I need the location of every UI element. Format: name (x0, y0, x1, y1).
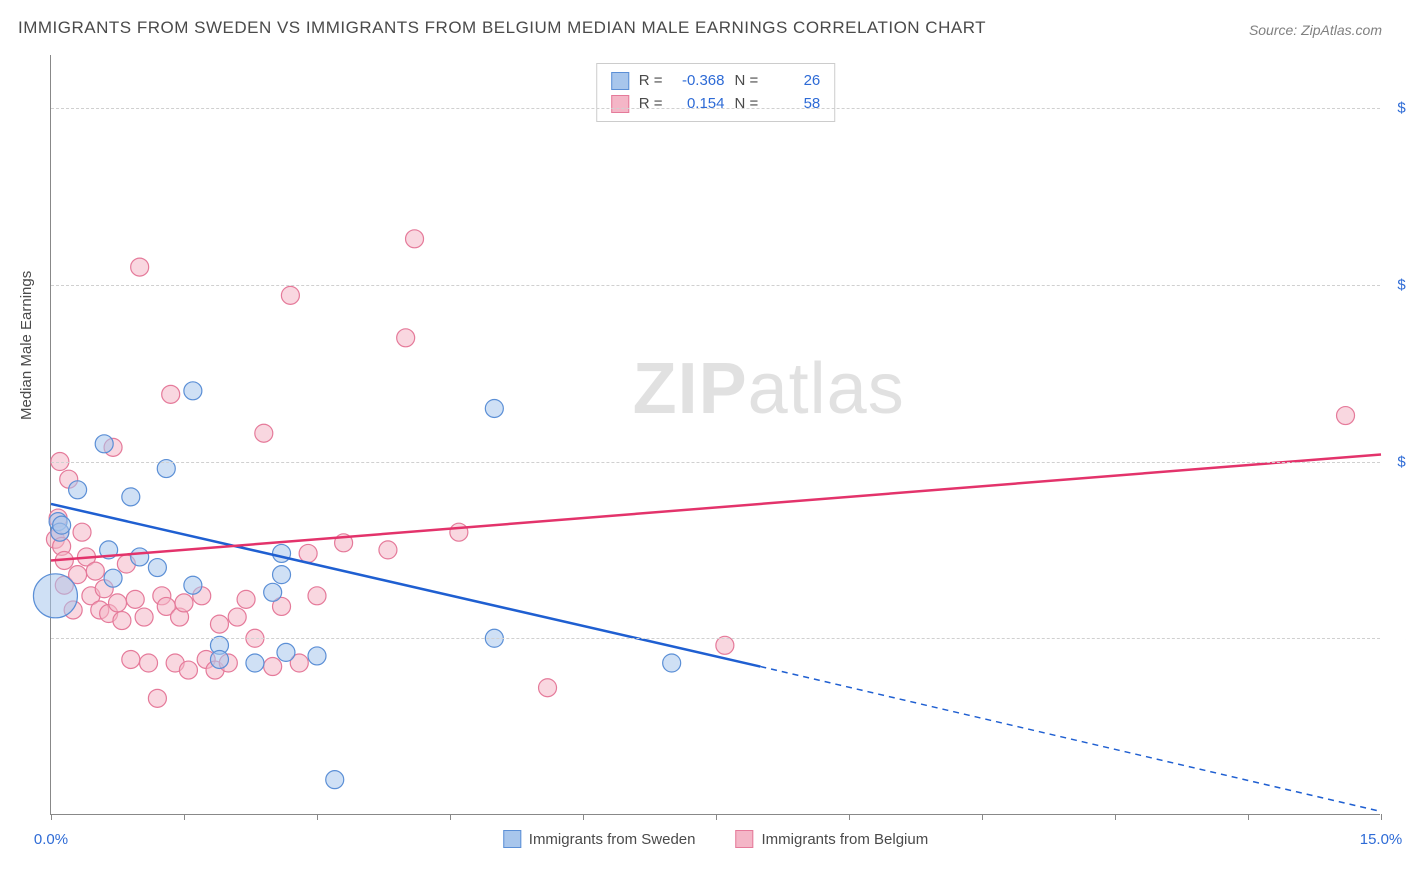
data-point-belgium (264, 658, 282, 676)
data-point-belgium (126, 590, 144, 608)
data-point-belgium (237, 590, 255, 608)
data-point-sweden (210, 650, 228, 668)
y-axis-label: Median Male Earnings (18, 271, 35, 420)
legend-label-belgium: Immigrants from Belgium (762, 831, 929, 848)
data-point-belgium (175, 594, 193, 612)
data-point-sweden (273, 566, 291, 584)
xtick-label: 15.0% (1360, 831, 1403, 848)
chart-title: IMMIGRANTS FROM SWEDEN VS IMMIGRANTS FRO… (18, 18, 986, 38)
data-point-belgium (162, 385, 180, 403)
gridline (51, 285, 1380, 286)
data-point-sweden (184, 576, 202, 594)
data-point-sweden (148, 559, 166, 577)
xtick (450, 814, 451, 820)
ytick-label: $150,000 (1380, 276, 1406, 293)
source-label: Source: ZipAtlas.com (1249, 22, 1382, 38)
data-point-belgium (308, 587, 326, 605)
xtick (849, 814, 850, 820)
legend-swatch-belgium (736, 830, 754, 848)
data-point-belgium (299, 544, 317, 562)
data-point-sweden (122, 488, 140, 506)
data-point-belgium (73, 523, 91, 541)
stats-legend-box: R = -0.368 N = 26 R = 0.154 N = 58 (596, 63, 836, 122)
legend-item-sweden: Immigrants from Sweden (503, 830, 696, 848)
data-point-sweden (663, 654, 681, 672)
data-point-sweden (264, 583, 282, 601)
xtick-label: 0.0% (34, 831, 68, 848)
data-point-belgium (135, 608, 153, 626)
data-point-belgium (109, 594, 127, 612)
data-point-sweden (53, 516, 71, 534)
data-point-sweden (95, 435, 113, 453)
data-point-belgium (210, 615, 228, 633)
regression-line-belgium (51, 454, 1381, 560)
data-point-belgium (397, 329, 415, 347)
data-point-belgium (379, 541, 397, 559)
data-point-belgium (140, 654, 158, 672)
r-val-1: 0.154 (673, 93, 725, 116)
stats-row-0: R = -0.368 N = 26 (611, 70, 821, 93)
data-point-belgium (539, 679, 557, 697)
data-point-belgium (450, 523, 468, 541)
ytick-label: $100,000 (1380, 453, 1406, 470)
gridline (51, 462, 1380, 463)
swatch-sweden (611, 72, 629, 90)
data-point-sweden (246, 654, 264, 672)
data-point-sweden (131, 548, 149, 566)
scatter-svg (51, 55, 1380, 814)
r-label-0: R = (639, 70, 663, 93)
xtick (51, 814, 52, 820)
data-point-sweden (184, 382, 202, 400)
xtick (1248, 814, 1249, 820)
stats-row-1: R = 0.154 N = 58 (611, 93, 821, 116)
data-point-sweden (485, 399, 503, 417)
xtick (982, 814, 983, 820)
data-point-belgium (148, 689, 166, 707)
legend-item-belgium: Immigrants from Belgium (736, 830, 929, 848)
data-point-sweden (326, 771, 344, 789)
data-point-sweden (104, 569, 122, 587)
data-point-belgium (86, 562, 104, 580)
data-point-belgium (122, 650, 140, 668)
gridline (51, 638, 1380, 639)
source-prefix: Source: (1249, 22, 1301, 38)
gridline (51, 108, 1380, 109)
ytick-label: $200,000 (1380, 100, 1406, 117)
data-point-sweden (277, 643, 295, 661)
data-point-sweden (273, 544, 291, 562)
r-label-1: R = (639, 93, 663, 116)
legend-label-sweden: Immigrants from Sweden (529, 831, 696, 848)
data-point-belgium (255, 424, 273, 442)
xtick (1381, 814, 1382, 820)
legend-swatch-sweden (503, 830, 521, 848)
xtick (716, 814, 717, 820)
n-val-0: 26 (768, 70, 820, 93)
data-point-belgium (113, 612, 131, 630)
n-label-0: N = (735, 70, 759, 93)
ytick-label: $50,000 (1380, 630, 1406, 647)
data-point-belgium (228, 608, 246, 626)
data-point-belgium (131, 258, 149, 276)
data-point-belgium (406, 230, 424, 248)
data-point-belgium (179, 661, 197, 679)
n-label-1: N = (735, 93, 759, 116)
xtick (184, 814, 185, 820)
data-point-belgium (281, 286, 299, 304)
series-legend: Immigrants from Sweden Immigrants from B… (503, 830, 928, 848)
data-point-sweden (33, 574, 77, 618)
data-point-sweden (69, 481, 87, 499)
xtick (317, 814, 318, 820)
source-name: ZipAtlas.com (1301, 22, 1382, 38)
xtick (1115, 814, 1116, 820)
n-val-1: 58 (768, 93, 820, 116)
xtick (583, 814, 584, 820)
data-point-belgium (1337, 407, 1355, 425)
regression-line-sweden (51, 504, 760, 667)
chart-plot-area: ZIPatlas R = -0.368 N = 26 R = 0.154 N =… (50, 55, 1380, 815)
data-point-sweden (308, 647, 326, 665)
r-val-0: -0.368 (673, 70, 725, 93)
swatch-belgium (611, 95, 629, 113)
regression-dash-sweden (760, 667, 1381, 812)
